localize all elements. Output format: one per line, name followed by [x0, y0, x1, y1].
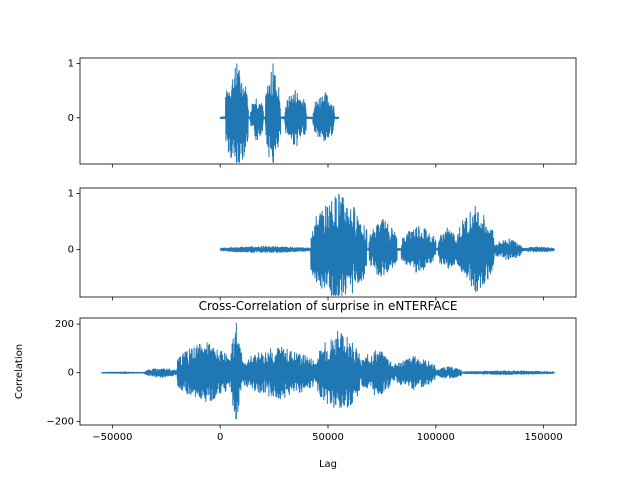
panel-bottom-x-ticks: −50000 0 50000 100000 150000 [92, 425, 563, 443]
y-tick-label: −200 [47, 416, 74, 427]
y-tick-label: 1 [68, 189, 74, 200]
panel-middle-x-ticks [111, 297, 545, 301]
panel-bottom: −50000 0 50000 100000 150000 −200 0 200 … [14, 299, 577, 470]
signal-line-middle [219, 193, 555, 296]
panel-top-x-ticks [111, 164, 545, 168]
x-tick-label: 50000 [312, 432, 344, 443]
chart-title: Cross-Correlation of surprise in eNTERFA… [199, 299, 458, 313]
signal-line-bottom [101, 322, 555, 420]
x-tick-label: −50000 [92, 432, 132, 443]
panel-top-y-ticks: 0 1 [68, 58, 80, 124]
y-tick-label: 1 [68, 58, 74, 69]
y-tick-label: 0 [68, 244, 74, 255]
y-axis-title: Correlation [14, 344, 25, 399]
panel-middle-y-ticks: 0 1 [68, 189, 80, 255]
x-tick-label: 100000 [417, 432, 455, 443]
signal-line-top [219, 63, 340, 163]
y-tick-label: 0 [68, 368, 74, 379]
x-axis-title: Lag [319, 459, 337, 470]
x-tick-label: 0 [217, 432, 223, 443]
panel-top: 0 1 [68, 57, 577, 168]
panel-bottom-y-ticks: −200 0 200 [47, 319, 80, 427]
y-tick-label: 200 [55, 319, 74, 330]
panel-middle: 0 1 [68, 187, 577, 301]
x-tick-label: 150000 [525, 432, 563, 443]
y-tick-label: 0 [68, 113, 74, 124]
